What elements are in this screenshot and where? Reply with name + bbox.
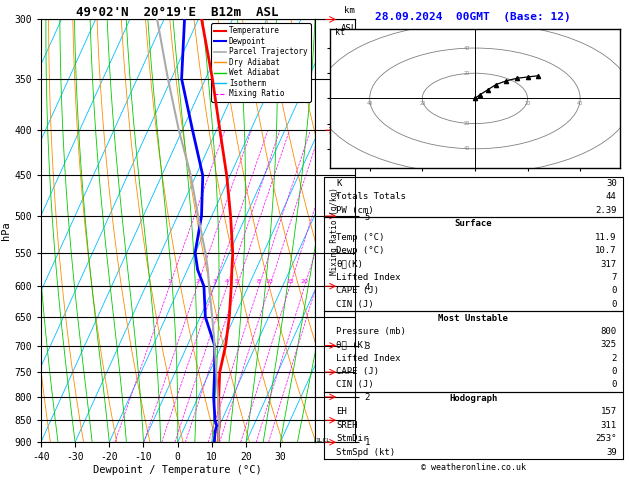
Text: Mixing Ratio (g/kg): Mixing Ratio (g/kg)	[330, 187, 340, 275]
Text: Most Unstable: Most Unstable	[438, 313, 508, 323]
Text: 40: 40	[464, 46, 470, 51]
Text: 2: 2	[611, 354, 617, 363]
Text: Lifted Index: Lifted Index	[336, 354, 401, 363]
Text: 325: 325	[601, 340, 617, 349]
Text: 1LCL: 1LCL	[315, 438, 330, 443]
Text: 28.09.2024  00GMT  (Base: 12): 28.09.2024 00GMT (Base: 12)	[376, 12, 571, 22]
Text: 0: 0	[611, 381, 617, 389]
Text: 40: 40	[464, 146, 470, 151]
Text: 253°: 253°	[595, 434, 617, 443]
Text: θᴄ(K): θᴄ(K)	[336, 260, 363, 269]
Text: SREH: SREH	[336, 421, 357, 430]
Text: CAPE (J): CAPE (J)	[336, 286, 379, 295]
Text: Dewp (°C): Dewp (°C)	[336, 246, 384, 255]
Text: 1: 1	[167, 279, 172, 284]
Text: 8: 8	[257, 279, 261, 284]
Text: 20: 20	[419, 101, 425, 106]
Text: 2.39: 2.39	[595, 206, 617, 215]
Text: EH: EH	[336, 407, 347, 417]
Text: StmSpd (kt): StmSpd (kt)	[336, 448, 395, 457]
Text: 11.9: 11.9	[595, 233, 617, 242]
Text: 157: 157	[601, 407, 617, 417]
Text: 3: 3	[213, 279, 216, 284]
Text: 10: 10	[266, 279, 274, 284]
Text: 20: 20	[301, 279, 309, 284]
Text: Pressure (mb): Pressure (mb)	[336, 327, 406, 336]
Text: 311: 311	[601, 421, 617, 430]
Text: 7: 7	[611, 273, 617, 282]
Text: Temp (°C): Temp (°C)	[336, 233, 384, 242]
Text: CIN (J): CIN (J)	[336, 300, 374, 309]
Text: 10.7: 10.7	[595, 246, 617, 255]
Text: 800: 800	[601, 327, 617, 336]
Text: km: km	[344, 6, 355, 15]
Legend: Temperature, Dewpoint, Parcel Trajectory, Dry Adiabat, Wet Adiabat, Isotherm, Mi: Temperature, Dewpoint, Parcel Trajectory…	[211, 23, 311, 102]
Text: 40: 40	[367, 101, 373, 106]
Text: 317: 317	[601, 260, 617, 269]
Text: Hodograph: Hodograph	[449, 394, 498, 403]
Text: 15: 15	[286, 279, 294, 284]
Text: 2: 2	[195, 279, 199, 284]
Text: kt: kt	[335, 29, 345, 37]
Text: θᴄ (K): θᴄ (K)	[336, 340, 368, 349]
Text: Surface: Surface	[455, 220, 492, 228]
Text: 0: 0	[611, 367, 617, 376]
Title: 49°02'N  20°19'E  B12m  ASL: 49°02'N 20°19'E B12m ASL	[77, 6, 279, 19]
Text: © weatheronline.co.uk: © weatheronline.co.uk	[421, 463, 526, 471]
Text: 0: 0	[611, 300, 617, 309]
Text: 4: 4	[225, 279, 229, 284]
Text: Lifted Index: Lifted Index	[336, 273, 401, 282]
Text: 44: 44	[606, 192, 617, 201]
Text: 30: 30	[606, 179, 617, 188]
Y-axis label: hPa: hPa	[1, 222, 11, 240]
Text: 0: 0	[611, 286, 617, 295]
Text: ASL: ASL	[341, 24, 357, 33]
Text: CAPE (J): CAPE (J)	[336, 367, 379, 376]
Text: 20: 20	[464, 121, 470, 126]
Text: StmDir: StmDir	[336, 434, 368, 443]
Text: Totals Totals: Totals Totals	[336, 192, 406, 201]
Text: K: K	[336, 179, 342, 188]
Text: PW (cm): PW (cm)	[336, 206, 374, 215]
Text: 39: 39	[606, 448, 617, 457]
Text: 40: 40	[577, 101, 583, 106]
Text: 20: 20	[464, 71, 470, 76]
Text: 5: 5	[235, 279, 239, 284]
Text: 20: 20	[525, 101, 531, 106]
Text: CIN (J): CIN (J)	[336, 381, 374, 389]
X-axis label: Dewpoint / Temperature (°C): Dewpoint / Temperature (°C)	[93, 465, 262, 475]
